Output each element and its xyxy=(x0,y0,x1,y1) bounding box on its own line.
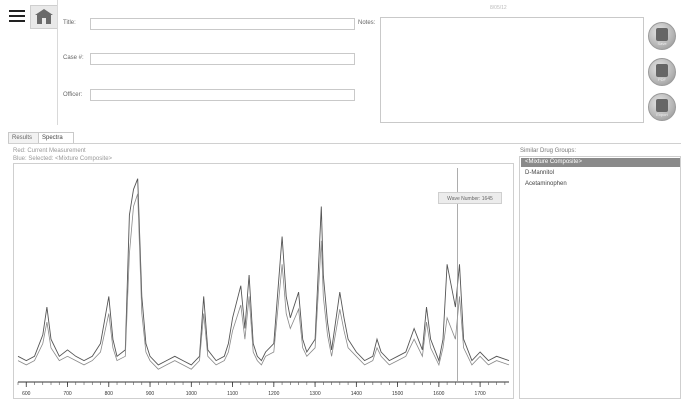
x-tick-label: 1100 xyxy=(227,391,238,397)
spectrum-series-1 xyxy=(17,178,510,366)
spectra-chart[interactable]: 600 700 800 900 1000 1100 1200 1300 1400 1500 1600… xyxy=(13,163,514,399)
list-item[interactable]: Acetaminophen xyxy=(525,181,567,187)
x-tick-label: 1200 xyxy=(268,391,279,397)
title-field[interactable] xyxy=(90,18,355,30)
x-tick-label: 1500 xyxy=(392,391,403,397)
x-tick-label: 1700 xyxy=(475,391,486,397)
date-text: 8/05/12 xyxy=(490,5,507,11)
header-divider xyxy=(57,0,58,125)
x-tick-label: 800 xyxy=(105,391,114,397)
tab-divider xyxy=(8,143,681,144)
legend-selected-composite: Blue: Selected: <Mixture Composite> xyxy=(13,156,113,162)
list-item[interactable]: <Mixture Composite> xyxy=(521,158,680,167)
save-icon xyxy=(656,28,668,41)
similar-drug-groups-list[interactable]: <Mixture Composite> D-Mannitol Acetamino… xyxy=(519,156,681,399)
case-field[interactable] xyxy=(90,53,355,65)
home-icon xyxy=(35,9,53,24)
x-tick-label: 700 xyxy=(63,391,72,397)
wave-number-tooltip: Wave Number: 1645 xyxy=(438,192,502,204)
officer-field[interactable] xyxy=(90,89,355,101)
x-tick-label: 900 xyxy=(146,391,155,397)
export-button-label: Export xyxy=(656,112,668,117)
save-button-label: Save xyxy=(657,41,667,46)
pdf-button-label: PDF xyxy=(658,77,666,82)
tab-spectra[interactable]: Spectra xyxy=(38,132,74,144)
title-label: Title: xyxy=(63,20,76,26)
spectra-chart-svg: 600 700 800 900 1000 1100 1200 1300 1400 1500 1600… xyxy=(17,168,510,397)
export-button[interactable]: Export xyxy=(648,93,676,121)
x-tick-label: 1300 xyxy=(310,391,321,397)
notes-label: Notes: xyxy=(358,20,376,26)
x-tick-label: 1000 xyxy=(186,391,197,397)
home-button[interactable] xyxy=(30,5,58,29)
menu-icon[interactable] xyxy=(6,7,28,25)
notes-field[interactable] xyxy=(380,17,644,123)
export-icon xyxy=(656,99,668,112)
case-label: Case #: xyxy=(63,55,84,61)
pdf-button[interactable]: PDF xyxy=(648,58,676,86)
legend-current-measurement: Red: Current Measurement xyxy=(13,148,86,154)
x-tick-label: 1400 xyxy=(351,391,362,397)
save-button[interactable]: Save xyxy=(648,22,676,50)
x-tick-label: 1600 xyxy=(433,391,444,397)
spectrum-series-2 xyxy=(17,193,510,370)
pdf-icon xyxy=(656,64,668,77)
officer-label: Officer: xyxy=(63,92,83,98)
list-item[interactable]: D-Mannitol xyxy=(525,170,555,176)
similar-drug-groups-label: Similar Drug Groups: xyxy=(520,148,577,154)
x-tick-label: 600 xyxy=(22,391,31,397)
